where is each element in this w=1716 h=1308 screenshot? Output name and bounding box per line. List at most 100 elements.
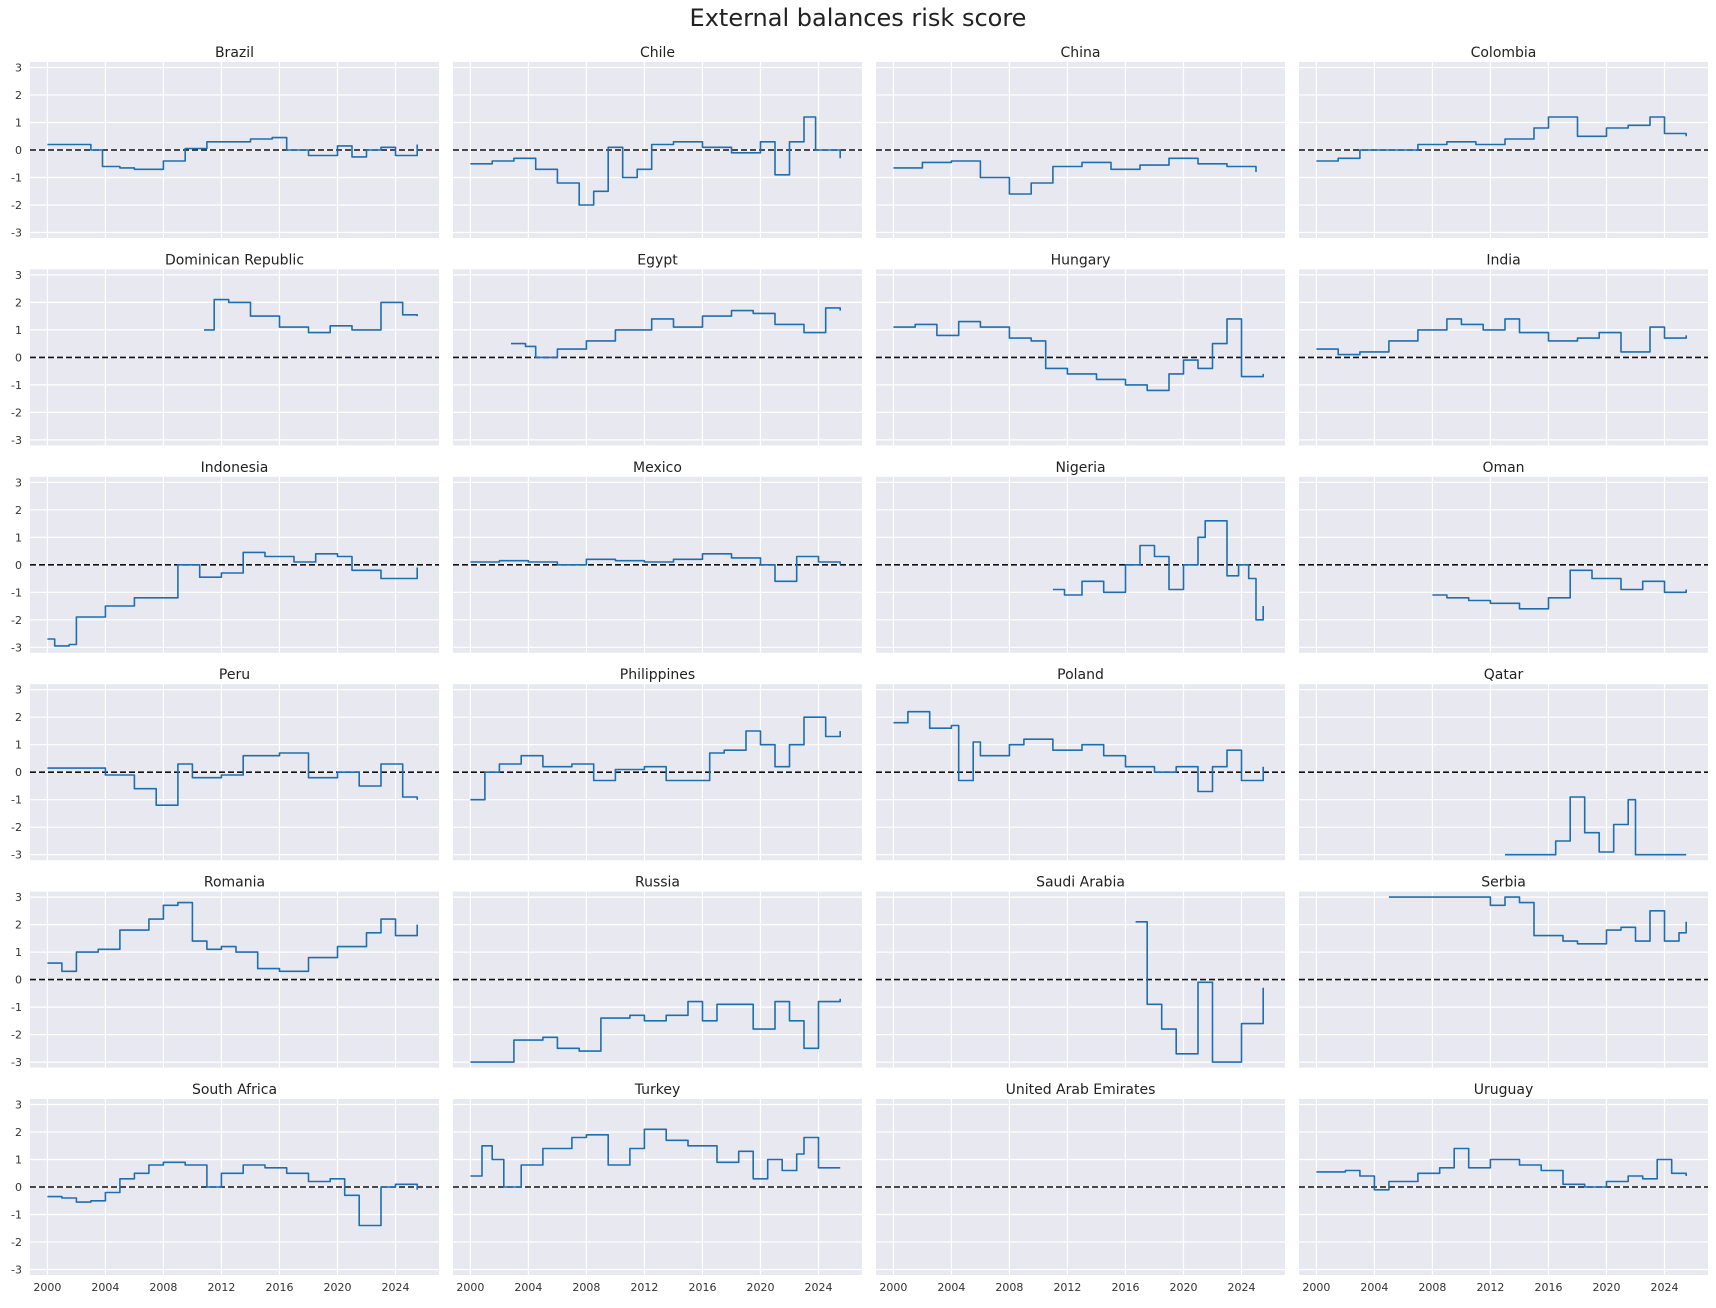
panel-colombia: Colombia [1299, 45, 1708, 238]
panel-turkey: Turkey 2000 2004 2008 2012 2016 2020 2024 [453, 1082, 862, 1294]
y-tick-label: 2 [15, 711, 22, 724]
x-tick-label: 2008 [995, 1281, 1023, 1294]
x-tick-label: 2008 [1418, 1281, 1446, 1294]
series-line-oman [1432, 569, 1687, 610]
x-tick-label: 2012 [207, 1281, 235, 1294]
series-line-brazil [47, 136, 418, 171]
panel-indonesia: Indonesia -3 -2 -1 0 1 2 3 [11, 460, 439, 654]
x-tick-label: 2000 [1302, 1281, 1330, 1294]
y-tick-label: -1 [11, 1209, 22, 1222]
series-line-south-africa [47, 1161, 418, 1227]
panel-chile: Chile [453, 45, 862, 238]
x-tick-label: 2012 [630, 1281, 658, 1294]
x-tick-label: 2020 [1169, 1281, 1197, 1294]
y-tick-label: -1 [11, 172, 22, 185]
series-line-peru [47, 752, 418, 806]
y-tick-label: 0 [15, 144, 22, 157]
y-tick-label: 3 [15, 684, 22, 697]
panel-title: Philippines [620, 667, 695, 683]
series-line-dominican-republic [204, 298, 418, 334]
x-tick-label: 2004 [937, 1281, 965, 1294]
y-tick-label: 3 [15, 891, 22, 904]
panel-dominican-republic: Dominican Republic -3 -2 -1 0 1 2 3 [11, 252, 439, 447]
panel-title: Hungary [1051, 252, 1111, 268]
y-tick-label: 2 [15, 89, 22, 102]
x-tick-label: 2024 [1650, 1281, 1678, 1294]
x-tick-label: 2024 [804, 1281, 832, 1294]
series-line-hungary [893, 318, 1264, 392]
x-tick-label: 2008 [149, 1281, 177, 1294]
series-line-poland [893, 710, 1264, 793]
series-line-philippines [470, 716, 841, 801]
series-line-indonesia [47, 551, 418, 647]
panel-title: Colombia [1471, 45, 1537, 61]
x-tick-label: 2008 [572, 1281, 600, 1294]
panel-uruguay: Uruguay 2000 2004 2008 2012 2016 2020 2024 [1299, 1082, 1708, 1294]
panel-title: Dominican Republic [165, 252, 304, 268]
panel-united-arab-emirates: United Arab Emirates 2000 2004 2008 2012 2016… [876, 1082, 1285, 1294]
y-tick-label: -2 [11, 821, 22, 834]
panel-hungary: Hungary [876, 252, 1285, 446]
panel-title: Mexico [633, 460, 682, 476]
y-tick-label: 2 [15, 296, 22, 309]
panel-oman: Oman [1299, 460, 1708, 653]
chart-title: External balances risk score [690, 4, 1027, 32]
y-tick-label: -3 [11, 434, 22, 447]
y-tick-label: 3 [15, 269, 22, 282]
x-tick-label: 2012 [1053, 1281, 1081, 1294]
panel-title: China [1061, 45, 1101, 61]
y-tick-label: -2 [11, 406, 22, 419]
x-tick-label: 2020 [323, 1281, 351, 1294]
y-tick-label: -2 [11, 1029, 22, 1042]
y-tick-label: 1 [15, 531, 22, 544]
series-line-chile [470, 116, 841, 206]
y-tick-label: -2 [11, 614, 22, 627]
y-tick-label: -3 [11, 1056, 22, 1069]
panel-title: Chile [640, 45, 675, 61]
y-tick-label: 0 [15, 351, 22, 364]
panel-title: South Africa [192, 1082, 277, 1098]
panel-title: Russia [635, 875, 680, 891]
y-tick-label: -3 [11, 1264, 22, 1277]
y-tick-label: -3 [11, 227, 22, 240]
panel-title: Nigeria [1055, 460, 1105, 476]
x-tick-label: 2000 [456, 1281, 484, 1294]
series-line-uruguay [1316, 1147, 1687, 1191]
panel-title: Turkey [634, 1082, 681, 1098]
y-tick-label: 2 [15, 1126, 22, 1139]
x-tick-label: 2016 [265, 1281, 293, 1294]
panel-qatar: Qatar [1299, 667, 1708, 861]
panels-grid: Brazil -3 -2 -1 0 1 2 3 Chile China Colombia Domini… [11, 45, 1708, 1294]
panel-russia: Russia [453, 875, 862, 1068]
y-tick-label: 0 [15, 974, 22, 987]
x-tick-label: 2012 [1476, 1281, 1504, 1294]
series-line-turkey [470, 1128, 841, 1188]
y-tick-label: 1 [15, 946, 22, 959]
x-tick-label: 2000 [879, 1281, 907, 1294]
y-tick-label: 3 [15, 62, 22, 75]
panel-title: Oman [1482, 460, 1524, 476]
y-tick-label: 2 [15, 504, 22, 517]
y-tick-label: -3 [11, 849, 22, 862]
panel-title: Brazil [215, 45, 254, 61]
series-line-nigeria [1052, 520, 1264, 621]
series-line-serbia [1388, 896, 1687, 945]
panel-poland: Poland [876, 667, 1285, 861]
panel-title: Indonesia [201, 460, 269, 476]
panel-title: Uruguay [1474, 1082, 1534, 1098]
panel-india: India [1299, 252, 1708, 446]
x-tick-label: 2020 [746, 1281, 774, 1294]
series-line-qatar [1505, 796, 1687, 856]
panel-romania: Romania -3 -2 -1 0 1 2 3 [11, 875, 439, 1069]
x-tick-label: 2004 [1360, 1281, 1388, 1294]
y-tick-label: 3 [15, 1099, 22, 1112]
panel-brazil: Brazil -3 -2 -1 0 1 2 3 [11, 45, 439, 240]
panel-title: India [1486, 252, 1520, 268]
x-tick-label: 2020 [1592, 1281, 1620, 1294]
panel-title: United Arab Emirates [1006, 1082, 1156, 1098]
y-tick-label: -1 [11, 379, 22, 392]
y-tick-label: -1 [11, 1001, 22, 1014]
panel-saudi-arabia: Saudi Arabia [876, 875, 1285, 1068]
series-line-colombia [1316, 116, 1687, 162]
